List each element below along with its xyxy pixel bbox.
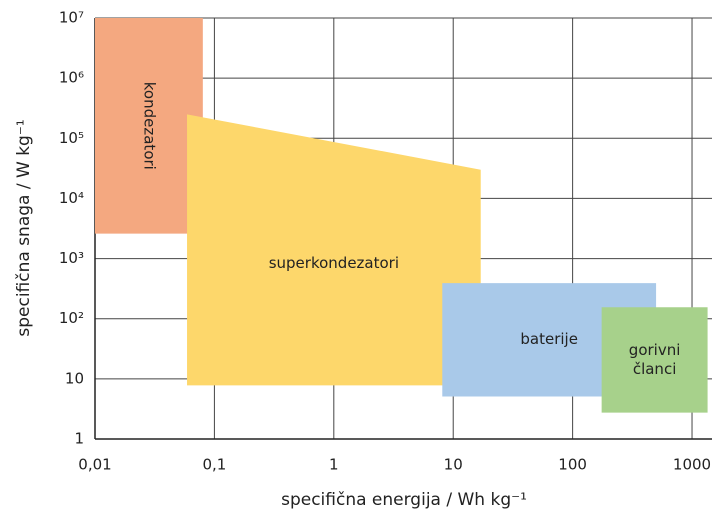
y-tick-label: 10⁵ bbox=[59, 129, 84, 147]
region-label: kondezatori bbox=[140, 81, 159, 170]
y-tick-label: 1 bbox=[74, 430, 84, 448]
y-tick-label: 10⁷ bbox=[59, 9, 84, 27]
x-tick-label: 0,1 bbox=[202, 456, 226, 474]
y-tick-label: 10³ bbox=[59, 249, 84, 267]
region bbox=[601, 307, 708, 413]
region-label-box: baterije bbox=[520, 330, 578, 349]
x-tick-label: 0,01 bbox=[78, 456, 111, 474]
region-label-box: gorivni članci bbox=[628, 341, 681, 378]
x-axis-label: specifična energija / Wh kg⁻¹ bbox=[281, 490, 527, 510]
region bbox=[187, 114, 481, 386]
y-tick-label: 10² bbox=[59, 309, 84, 327]
y-tick-label: 10⁴ bbox=[59, 189, 84, 207]
y-tick-label: 10 bbox=[65, 369, 84, 387]
x-tick-label: 10 bbox=[444, 456, 463, 474]
region-label: superkondezatori bbox=[268, 254, 400, 273]
region-label: gorivni članci bbox=[628, 341, 681, 378]
x-tick-label: 1 bbox=[329, 456, 339, 474]
y-tick-label: 10⁶ bbox=[59, 69, 84, 87]
region-label: baterije bbox=[520, 330, 578, 349]
region-label-box: superkondezatori bbox=[268, 254, 400, 273]
region bbox=[95, 18, 203, 234]
x-tick-label: 1000 bbox=[673, 456, 711, 474]
x-tick-label: 100 bbox=[558, 456, 587, 474]
region-label-box: kondezatori bbox=[140, 81, 159, 170]
y-axis-label: specifična snaga / W kg⁻¹ bbox=[14, 119, 34, 336]
